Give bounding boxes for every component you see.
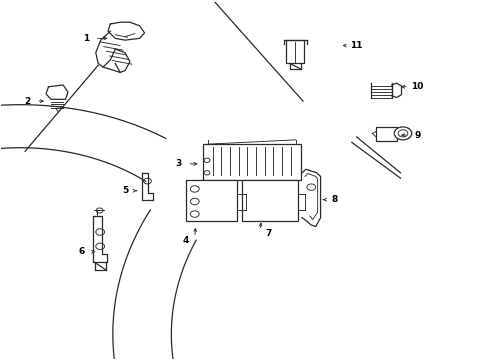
Text: 9: 9: [413, 131, 420, 140]
Text: 7: 7: [265, 229, 271, 238]
Circle shape: [306, 184, 315, 190]
Circle shape: [203, 171, 209, 175]
Text: 8: 8: [331, 195, 337, 204]
Bar: [242, 180, 298, 221]
Circle shape: [96, 243, 104, 249]
Circle shape: [190, 211, 199, 217]
Circle shape: [96, 229, 104, 235]
Text: 4: 4: [183, 237, 189, 246]
Text: 5: 5: [122, 186, 128, 195]
Bar: [285, 40, 304, 63]
Circle shape: [190, 186, 199, 192]
Circle shape: [397, 130, 407, 137]
Bar: [375, 127, 396, 140]
Circle shape: [190, 198, 199, 205]
Text: 10: 10: [410, 82, 423, 91]
Text: 2: 2: [24, 96, 31, 105]
Text: 1: 1: [83, 34, 89, 43]
Text: 6: 6: [78, 247, 84, 256]
Bar: [185, 180, 237, 221]
Bar: [203, 144, 300, 180]
Circle shape: [96, 208, 103, 213]
Circle shape: [143, 178, 151, 184]
Circle shape: [203, 158, 209, 162]
Text: 11: 11: [350, 41, 362, 50]
Text: 3: 3: [175, 159, 182, 168]
Circle shape: [393, 127, 411, 140]
